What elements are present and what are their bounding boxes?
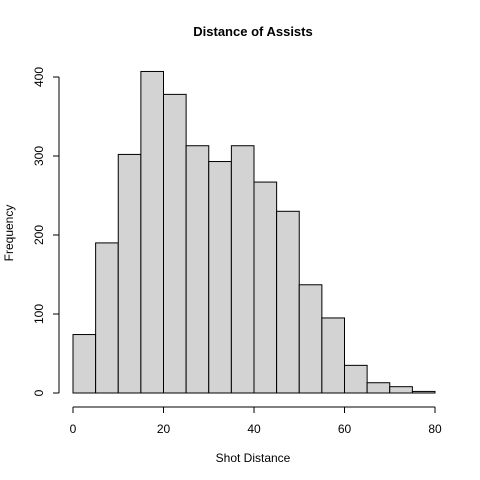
chart-title: Distance of Assists [193,24,312,39]
histogram-bar [140,70,164,394]
y-tick-label: 400 [32,67,46,87]
x-tick-label: 60 [338,422,352,436]
y-tick-label: 200 [32,225,46,245]
histogram-bar [95,242,119,394]
y-tick-label: 0 [32,389,46,396]
histogram-bar [185,145,210,394]
y-tick-label: 300 [32,146,46,166]
y-axis-label: Frequency [2,205,16,262]
y-axis: 0 100 200 300 400 [32,67,60,396]
x-tick-label: 20 [157,422,171,436]
histogram-bar [208,161,232,394]
histogram-bar [230,145,255,394]
histogram-bar [253,181,278,394]
histogram-bar [163,93,187,394]
histogram-bar [298,284,323,394]
histogram-bar [411,390,436,394]
x-tick-label: 80 [428,422,442,436]
y-tick-label: 100 [32,304,46,324]
histogram-bar [72,334,97,394]
x-axis: 0 20 40 60 80 [70,406,442,436]
histogram-bar [344,364,368,394]
x-tick-label: 40 [247,422,261,436]
histogram-bar [117,153,142,394]
histogram-bar [366,382,391,394]
histogram-bar [276,210,300,394]
x-tick-label: 0 [70,422,77,436]
histogram-bar [321,317,345,394]
bars-group [72,70,436,394]
x-axis-label: Shot Distance [216,451,291,465]
histogram-bar [389,386,413,394]
